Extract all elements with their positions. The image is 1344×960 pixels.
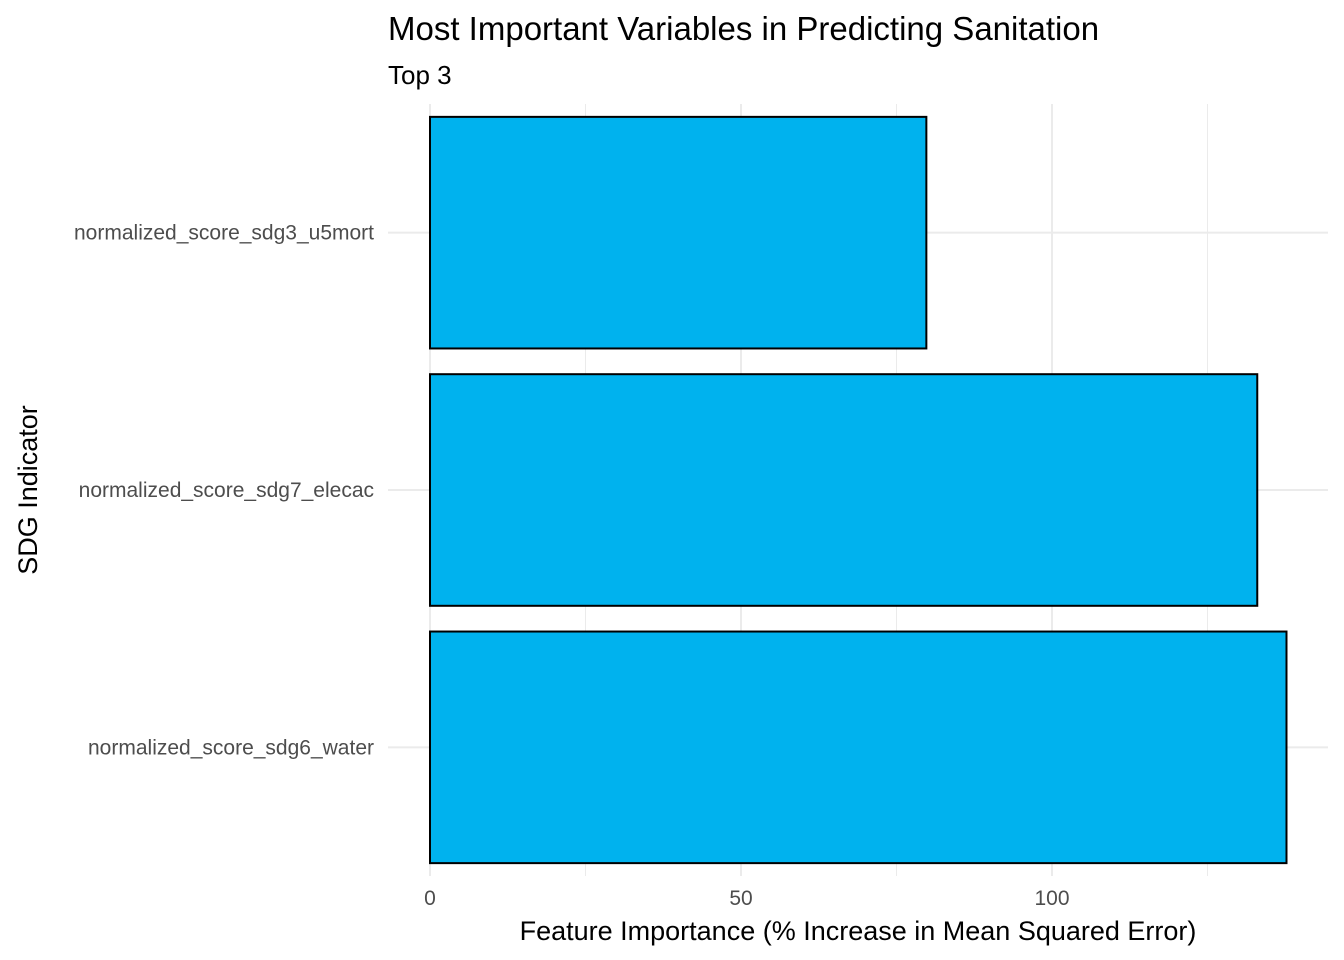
bar bbox=[429, 115, 928, 350]
chart-title: Most Important Variables in Predicting S… bbox=[388, 10, 1100, 47]
x-axis-title: Feature Importance (% Increase in Mean S… bbox=[520, 916, 1197, 946]
bar bbox=[429, 630, 1288, 865]
bar bbox=[429, 373, 1259, 607]
chart-subtitle: Top 3 bbox=[388, 60, 452, 90]
y-tick-label: normalized_score_sdg3_u5mort bbox=[74, 222, 374, 245]
x-tick-label: 0 bbox=[424, 887, 436, 910]
x-tick-label: 50 bbox=[729, 887, 752, 910]
y-axis-title: SDG Indicator bbox=[13, 405, 43, 575]
y-tick-label: normalized_score_sdg7_elecac bbox=[79, 479, 374, 502]
y-tick-label: normalized_score_sdg6_water bbox=[88, 736, 374, 759]
x-tick-label: 100 bbox=[1034, 887, 1069, 910]
